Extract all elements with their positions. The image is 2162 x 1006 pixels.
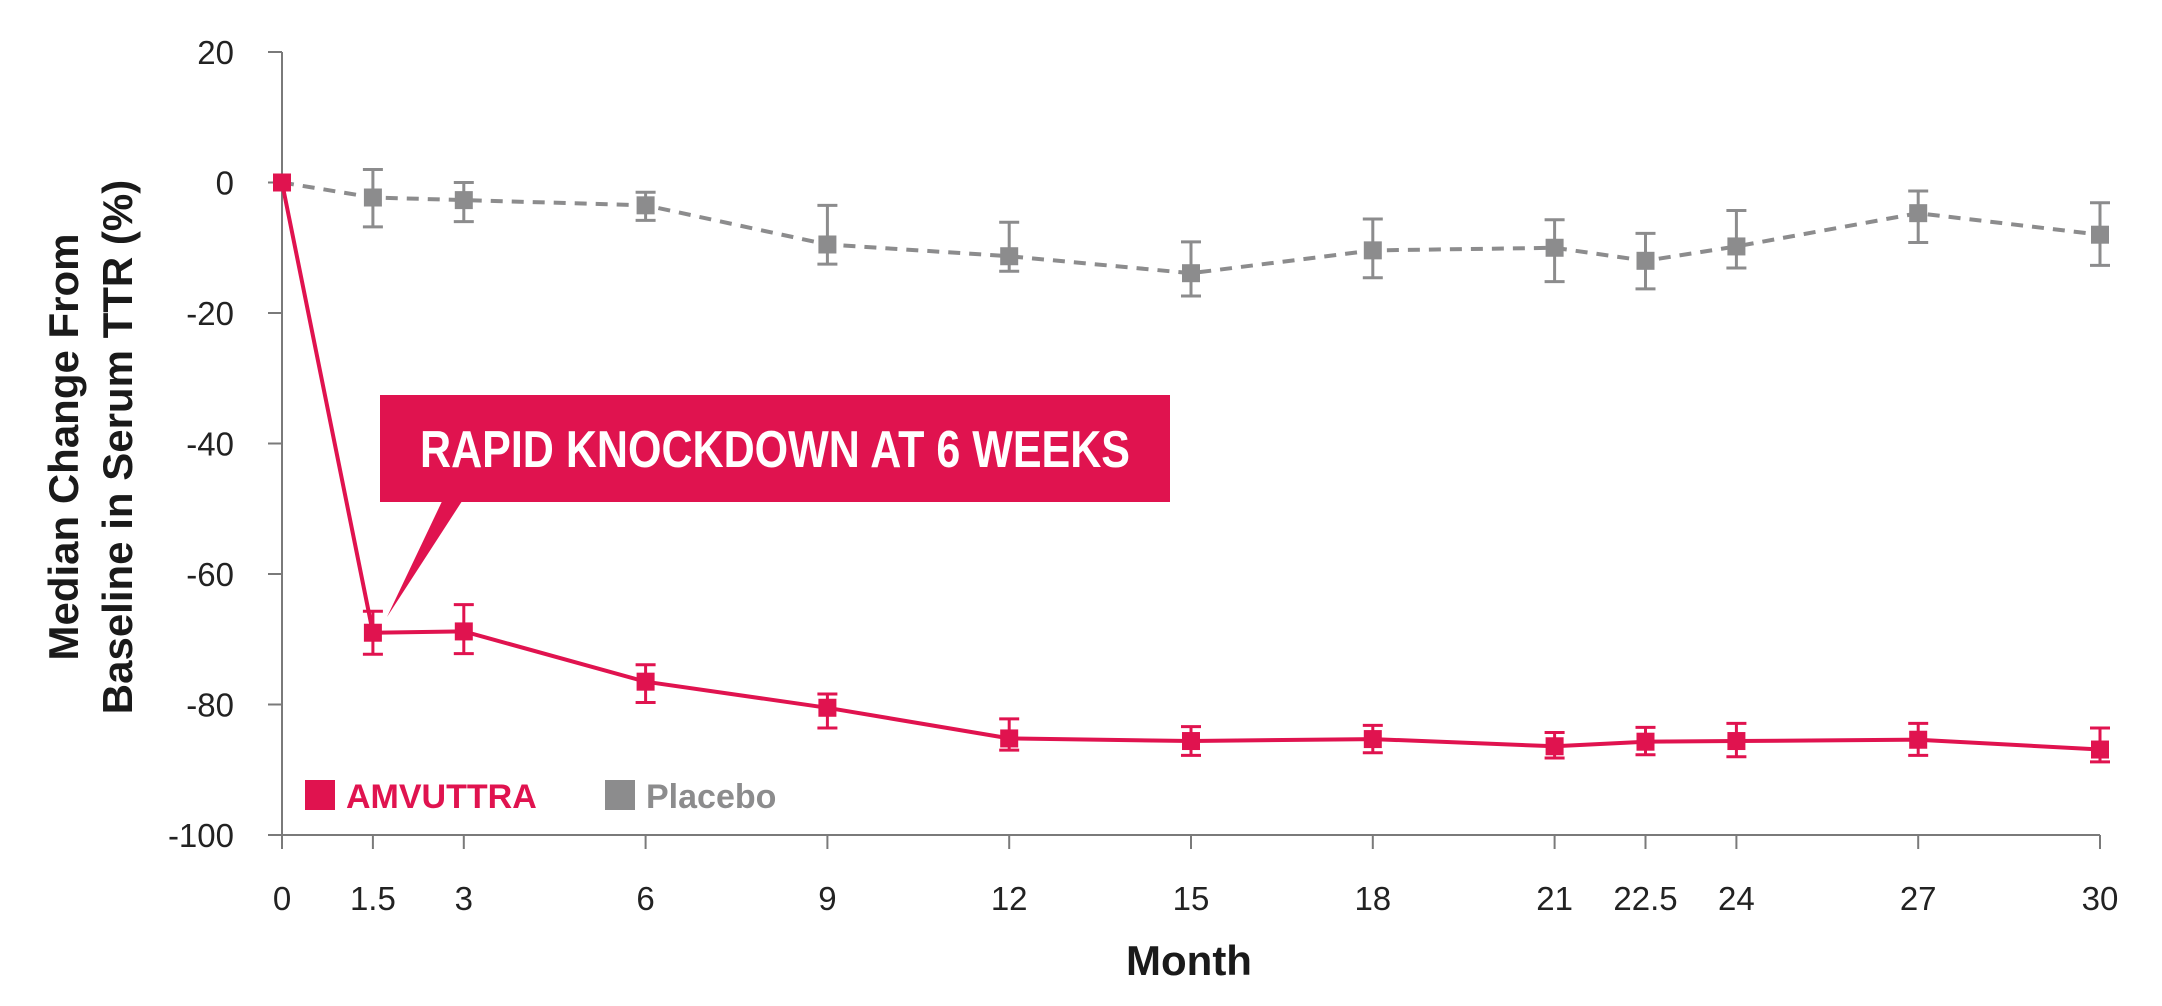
x-axis-title: Month	[1126, 937, 1252, 984]
series-placebo	[273, 167, 2110, 298]
data-point	[454, 191, 473, 210]
data-point	[1636, 732, 1655, 751]
data-point	[1909, 730, 1928, 749]
data-point	[1727, 237, 1746, 256]
x-tick-label: 18	[1354, 880, 1391, 917]
x-tick-label: 27	[1900, 880, 1937, 917]
data-point	[1000, 729, 1019, 748]
legend-swatch-amvuttra	[305, 780, 335, 810]
y-tick-label: -80	[186, 687, 234, 724]
x-tick-label: 3	[455, 880, 473, 917]
data-point	[636, 196, 655, 215]
data-point	[1636, 251, 1655, 270]
x-tick-label: 22.5	[1613, 880, 1677, 917]
series-amvuttra	[273, 173, 2110, 764]
data-point	[273, 173, 291, 192]
y-tick-label: 20	[197, 34, 234, 71]
data-point	[363, 188, 382, 207]
data-point	[1000, 247, 1019, 266]
data-point	[818, 698, 837, 717]
annotation-callout: RAPID KNOCKDOWN AT 6 WEEKS	[380, 395, 1170, 617]
data-point	[818, 235, 837, 254]
x-tick-label: 30	[2082, 880, 2119, 917]
x-tick-label: 24	[1718, 880, 1755, 917]
x-tick-label: 9	[818, 880, 836, 917]
error-bar	[817, 203, 838, 266]
y-tick-label: -100	[168, 817, 234, 854]
x-tick-label: 0	[273, 880, 291, 917]
x-tick-label: 1.5	[350, 880, 396, 917]
axes: 20 0 -20 -40 -60 -80 -100 0 1.5 3 6 9 12 15 18 21 22.5 24…	[168, 34, 2118, 917]
legend-swatch-placebo	[605, 780, 635, 810]
x-tick-label: 6	[636, 880, 654, 917]
callout-text: RAPID KNOCKDOWN AT 6 WEEKS	[420, 421, 1130, 479]
x-tick-label: 21	[1536, 880, 1573, 917]
data-point	[2091, 740, 2109, 759]
data-point	[1909, 204, 1928, 223]
data-point	[2091, 225, 2109, 244]
y-tick-label: -60	[186, 556, 234, 593]
y-axis-title-line-2: Baseline in Serum TTR (%)	[94, 180, 141, 714]
data-point	[454, 622, 473, 641]
y-tick-label: 0	[216, 165, 234, 202]
data-point	[1545, 737, 1564, 756]
legend: AMVUTTRA Placebo	[305, 778, 776, 816]
data-point	[1545, 238, 1564, 257]
data-point	[636, 672, 655, 691]
data-point	[1182, 732, 1200, 751]
y-tick-label: -20	[186, 295, 234, 332]
data-point	[1727, 732, 1746, 751]
data-point	[1182, 264, 1200, 283]
data-point	[1363, 730, 1382, 749]
y-axis-title-line-1: Median Change From	[40, 233, 87, 660]
legend-label-amvuttra: AMVUTTRA	[346, 778, 537, 816]
callout-pointer	[387, 495, 466, 617]
legend-label-placebo: Placebo	[646, 778, 776, 816]
x-tick-label: 12	[991, 880, 1028, 917]
data-point	[1363, 241, 1382, 260]
y-tick-label: -40	[186, 426, 234, 463]
data-point	[363, 623, 382, 642]
callout-box	[380, 395, 1170, 502]
x-tick-label: 15	[1173, 880, 1210, 917]
series-layer	[273, 167, 2110, 764]
